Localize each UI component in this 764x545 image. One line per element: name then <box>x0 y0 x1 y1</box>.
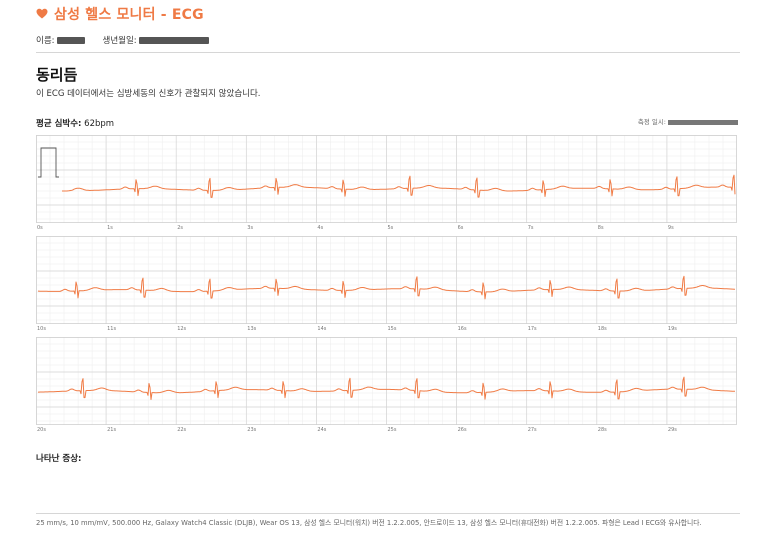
strip-border <box>36 337 737 425</box>
strip-border <box>36 236 737 324</box>
result-description: 이 ECG 데이터에서는 심방세동의 신호가 관찰되지 않았습니다. <box>36 89 261 99</box>
tick-label: 26s <box>457 427 467 433</box>
tick-label: 15s <box>387 326 397 332</box>
ecg-strip-2-ticks: 10s 11s 12s 13s 14s 15s 16s 17s 18s 19s <box>36 326 737 334</box>
tick-label: 5s <box>387 225 394 231</box>
tick-label: 1s <box>107 225 113 231</box>
tick-label: 3s <box>247 225 254 231</box>
tick-label: 0s <box>37 225 43 231</box>
tick-label: 24s <box>317 427 327 433</box>
grid-major <box>36 135 737 223</box>
grid-major <box>36 236 737 324</box>
tick-label: 20s <box>37 427 46 433</box>
grid-major <box>36 337 737 425</box>
redacted-name <box>56 37 85 44</box>
patient-name: 이름: <box>36 34 85 46</box>
ecg-strip-3 <box>36 337 737 425</box>
tick-label: 4s <box>317 225 324 231</box>
ecg-strip-2 <box>36 236 737 324</box>
tick-label: 18s <box>597 326 607 332</box>
tick-label: 10s <box>37 326 46 332</box>
tick-label: 13s <box>247 326 257 332</box>
heart-icon <box>36 8 48 19</box>
tick-label: 14s <box>317 326 327 332</box>
tick-label: 21s <box>107 427 117 433</box>
tick-label: 11s <box>107 326 117 332</box>
tick-label: 7s <box>527 225 534 231</box>
tick-label: 22s <box>177 427 187 433</box>
tick-label: 2s <box>177 225 183 231</box>
redacted-time <box>668 119 738 125</box>
ecg-waveform <box>38 275 736 300</box>
calibration-pulse <box>38 147 59 178</box>
tick-label: 28s <box>597 427 607 433</box>
tick-label: 8s <box>597 225 604 231</box>
strip-border <box>36 135 737 223</box>
tick-label: 6s <box>457 225 464 231</box>
tick-label: 17s <box>527 326 537 332</box>
ecg-waveform <box>38 376 736 400</box>
footer-divider <box>36 513 740 514</box>
app-header: 삼성 헬스 모니터 - ECG <box>36 4 204 24</box>
divider <box>36 52 740 53</box>
footer-specs: 25 mm/s, 10 mm/mV, 500.000 Hz, Galaxy Wa… <box>36 519 702 527</box>
ecg-waveform <box>62 174 736 198</box>
tick-label: 23s <box>247 427 257 433</box>
ecg-strip-3-ticks: 20s 21s 22s 23s 24s 25s 26s 27s 28s 29s <box>36 427 737 435</box>
result-title: 동리듬 <box>36 66 78 84</box>
ecg-strip-1-ticks: 0s 1s 2s 3s 4s 5s 6s 7s 8s 9s <box>36 225 737 233</box>
tick-label: 9s <box>667 225 674 231</box>
tick-label: 12s <box>177 326 187 332</box>
symptoms-label: 나타난 증상: <box>36 454 82 464</box>
average-heart-rate: 평균 심박수: 62bpm <box>36 119 115 129</box>
patient-dob: 생년월일: <box>103 34 209 46</box>
patient-info: 이름: 생년월일: <box>36 34 209 46</box>
tick-label: 27s <box>527 427 537 433</box>
heart-rate-value: 62bpm <box>84 119 115 129</box>
tick-label: 25s <box>387 427 397 433</box>
app-title: 삼성 헬스 모니터 - ECG <box>54 7 204 23</box>
redacted-dob <box>138 37 209 44</box>
tick-label: 29s <box>667 427 677 433</box>
tick-label: 16s <box>457 326 467 332</box>
tick-label: 19s <box>667 326 677 332</box>
ecg-strip-1 <box>36 135 737 223</box>
measured-time: 측정 일시: <box>638 116 738 126</box>
